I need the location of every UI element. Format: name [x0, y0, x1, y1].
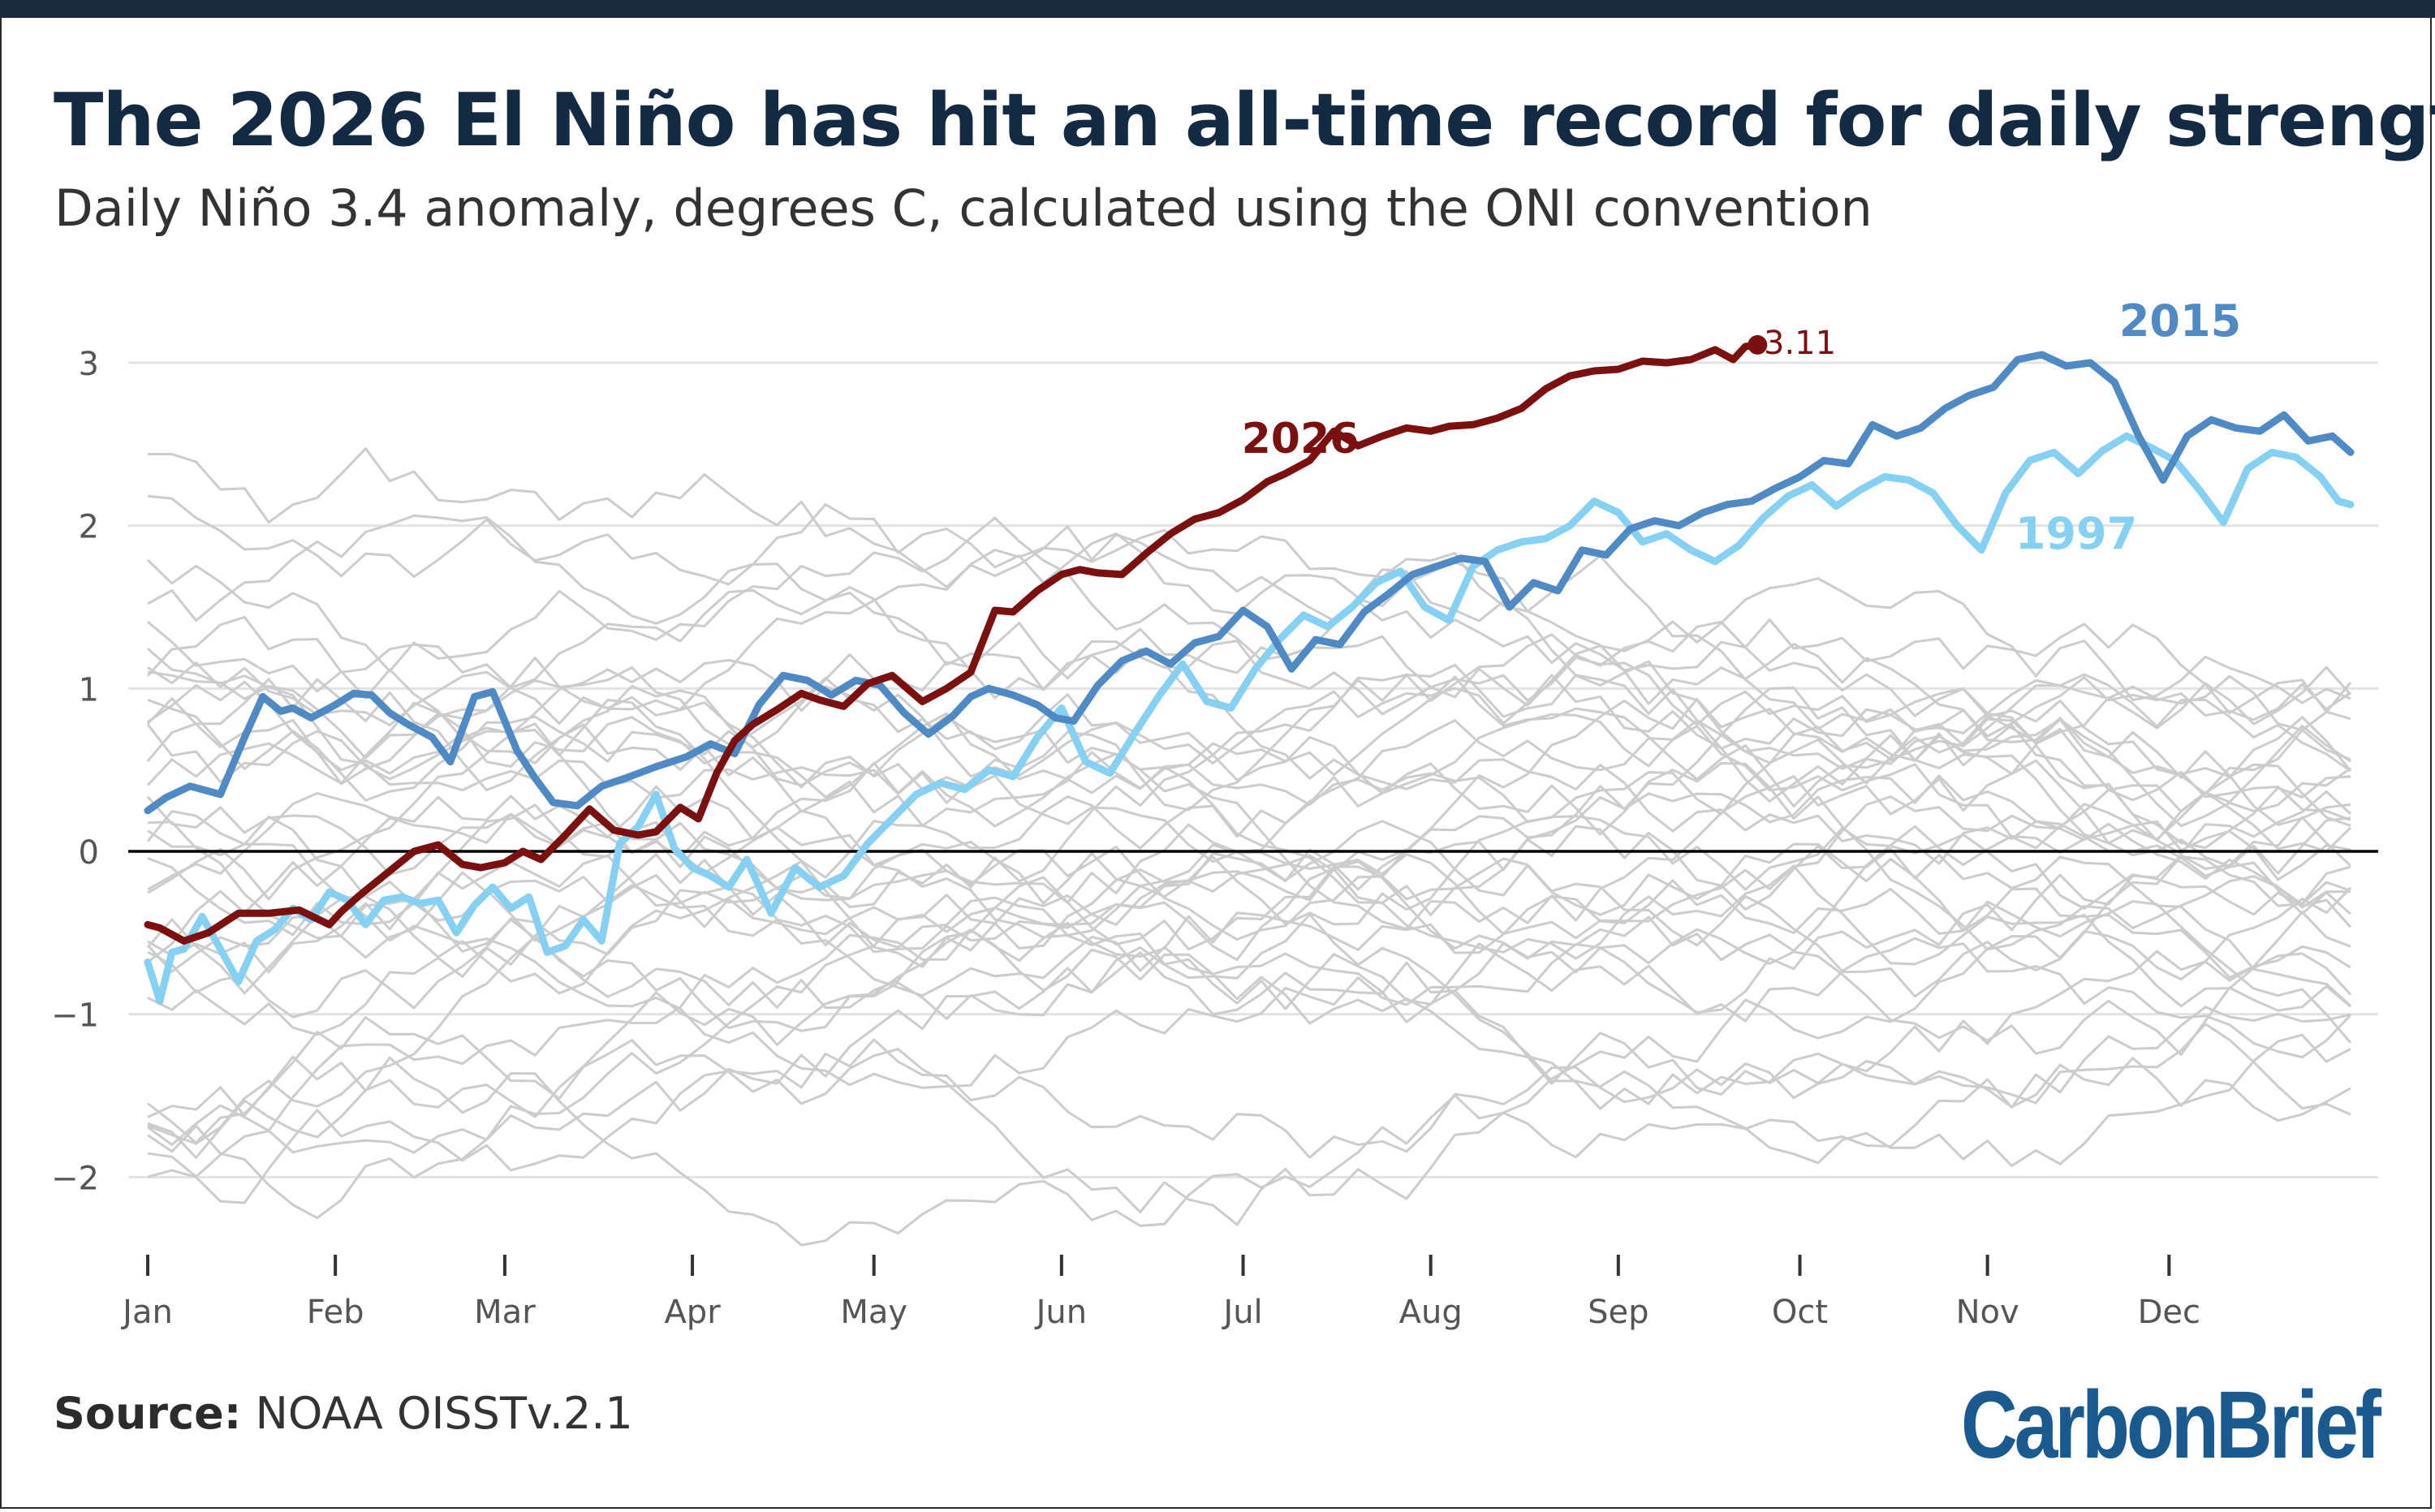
background-year-line — [146, 674, 2351, 879]
y-tick-label: −1 — [51, 997, 99, 1035]
background-year-lines — [146, 447, 2352, 1247]
background-year-line — [147, 622, 2352, 802]
x-tick-label: Feb — [307, 1294, 364, 1331]
background-year-line — [147, 657, 2351, 940]
source-label: Source: — [54, 1388, 242, 1439]
x-tick-label: Dec — [2138, 1294, 2200, 1331]
series-labels: 2026 2015 1997 3.11 — [1242, 295, 2242, 559]
background-year-line — [147, 528, 2351, 738]
chart-frame — [0, 18, 2432, 1509]
label-2015: 2015 — [2119, 295, 2241, 347]
x-tick-label: Sep — [1588, 1294, 1648, 1331]
grid-lines — [128, 361, 2378, 1178]
background-year-line — [147, 666, 2351, 951]
chart-title: The 2026 El Niño has hit an all-time rec… — [54, 78, 2435, 163]
x-tick-label: Nov — [1956, 1294, 2019, 1331]
background-year-line — [146, 586, 2352, 865]
x-tick-label: Apr — [664, 1294, 721, 1331]
background-year-line — [147, 663, 2351, 909]
source-note: Source: NOAA OISSTv.2.1 — [54, 1388, 633, 1439]
x-tick-label: Jul — [1221, 1294, 1262, 1331]
y-tick-label: 3 — [79, 346, 99, 383]
y-tick-label: 0 — [79, 834, 99, 872]
carbonbrief-logo[interactable]: CarbonBrief — [1960, 1372, 2381, 1479]
end-point-2026 — [1748, 334, 1768, 355]
background-year-line — [147, 879, 2352, 1178]
x-tick-label: Aug — [1399, 1294, 1463, 1331]
background-year-line — [147, 816, 2352, 1059]
top-accent-bar — [0, 0, 2435, 18]
label-1997: 1997 — [2015, 508, 2137, 559]
background-year-line — [146, 516, 2351, 721]
background-year-line — [147, 886, 2352, 1226]
background-year-line — [146, 678, 2352, 928]
background-year-line — [147, 853, 2351, 1145]
x-tick-label: Oct — [1772, 1294, 1828, 1331]
background-year-line — [146, 701, 2351, 875]
x-tick-label: Jan — [120, 1294, 173, 1331]
series-line-1997 — [144, 432, 2355, 1006]
background-year-line — [147, 825, 2351, 1220]
axes: 3 2 1 0 −1 −2 Jan Feb Mar Apr May Jun Jul Aug Sep Oct No… — [51, 346, 2200, 1331]
x-tick-label: Mar — [474, 1294, 536, 1331]
highlight-series — [144, 334, 2355, 1006]
y-tick-label: 2 — [79, 509, 99, 546]
background-year-line — [146, 816, 2352, 1014]
y-tick-label: −2 — [51, 1160, 99, 1197]
source-text: NOAA OISSTv.2.1 — [255, 1388, 633, 1439]
series-line-2026 — [144, 341, 1761, 945]
background-year-line — [147, 447, 2351, 826]
background-year-line — [147, 514, 2351, 716]
y-tick-label: 1 — [79, 671, 99, 709]
background-year-line — [147, 620, 2351, 828]
end-value-label: 3.11 — [1764, 325, 1836, 362]
background-year-line — [146, 897, 2351, 1089]
series-line-2015 — [144, 351, 2355, 815]
background-year-line — [147, 913, 2351, 1167]
chart-subtitle: Daily Niño 3.4 anomaly, degrees C, calcu… — [54, 179, 1873, 238]
background-year-line — [147, 820, 2352, 1007]
background-year-line — [147, 697, 2351, 1010]
label-2026: 2026 — [1242, 415, 1360, 463]
x-tick-label: May — [840, 1294, 907, 1331]
x-tick-label: Jun — [1034, 1294, 1088, 1331]
background-year-line — [147, 1006, 2351, 1247]
